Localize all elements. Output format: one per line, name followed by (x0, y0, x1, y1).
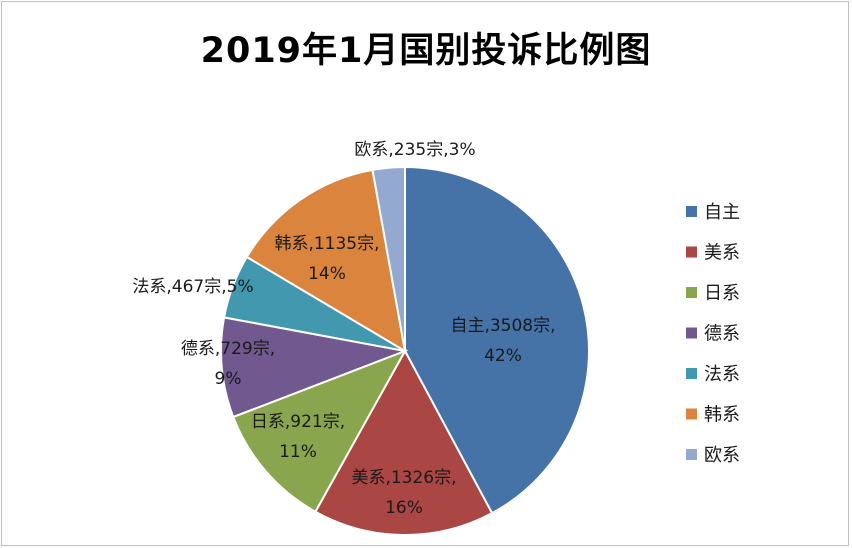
legend-swatch-6 (686, 408, 697, 420)
data-label-2: 美系,1326宗, 16% (351, 468, 456, 518)
pie-slice-3 (231, 349, 408, 514)
legend-swatch-7 (686, 449, 697, 460)
legend-swatch-2 (686, 246, 697, 258)
data-label-7: 欧系,235宗,3% (354, 140, 475, 160)
legend-label-4: 德系 (704, 324, 740, 345)
data-label-3: 日系,921宗, 11% (251, 412, 345, 462)
data-label-6: 韩系,1135宗, 14% (274, 234, 379, 284)
legend-label-2: 美系 (704, 243, 740, 264)
legend-swatch-3 (686, 287, 697, 298)
data-label-1: 自主,3508宗, 42% (450, 316, 555, 366)
legend-label-6: 韩系 (704, 405, 740, 426)
pie-slice-1 (404, 165, 590, 515)
pie-slice-2 (314, 348, 494, 536)
pie-slice-7 (371, 165, 406, 352)
chart-title: 2019年1月国别投诉比例图 (200, 31, 652, 71)
pie-slice-6 (245, 168, 407, 353)
legend-label-3: 日系 (704, 283, 740, 304)
legend-label-7: 欧系 (704, 445, 740, 466)
legend-swatch-5 (686, 368, 697, 379)
pie-slices (220, 165, 590, 536)
legend-label-5: 法系 (704, 364, 740, 385)
slice-labels: 自主,3508宗, 42% 美系,1326宗, 16%日系,921宗, 11% 德系,72… (132, 140, 555, 518)
data-label-5: 法系,467宗,5% (132, 277, 253, 297)
legend-swatch-1 (686, 206, 697, 217)
data-label-4: 德系,729宗, 9% (181, 339, 275, 389)
legend-swatch-4 (686, 327, 697, 339)
pie-slice-4 (220, 316, 409, 419)
legend-label-1: 自主 (704, 202, 740, 223)
